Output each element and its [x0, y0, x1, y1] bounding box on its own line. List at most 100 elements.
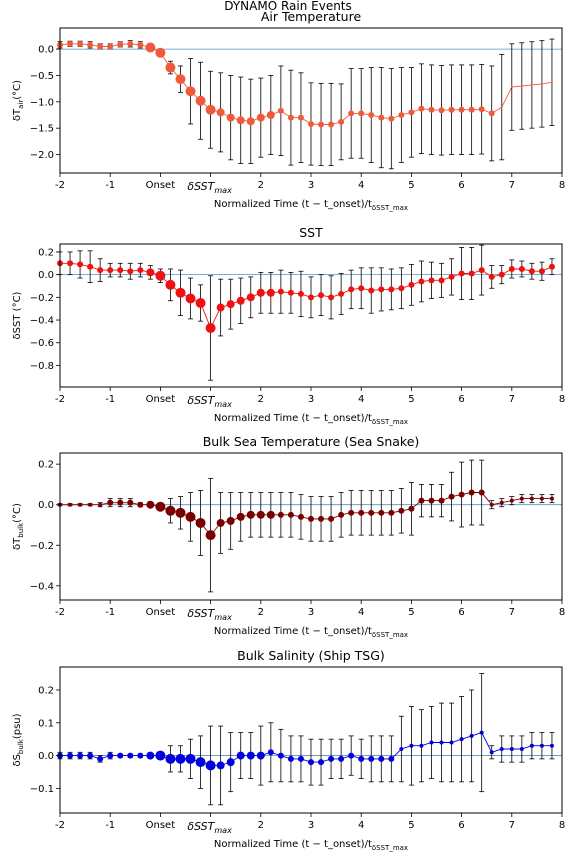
x-tick-label: 3: [308, 394, 314, 405]
data-point: [448, 106, 455, 113]
data-point: [77, 752, 84, 759]
y-tick-label: −0.8: [30, 361, 54, 372]
y-axis-label-group: δTbulk(°C): [12, 503, 25, 550]
data-point: [266, 111, 275, 119]
data-point: [458, 491, 465, 498]
x-tick-label: Onset: [146, 820, 176, 831]
data-point: [185, 511, 196, 522]
data-point: [428, 106, 435, 113]
data-point: [175, 74, 186, 85]
data-point: [408, 505, 415, 512]
data-point: [256, 113, 265, 122]
y-tick-label: 0.0: [38, 500, 54, 511]
data-point: [246, 510, 255, 519]
data-point: [216, 761, 225, 770]
x-axis-label: Normalized Time (t − t_onset)/tδSST_max: [214, 626, 408, 639]
data-point: [146, 751, 155, 760]
data-point: [328, 755, 335, 762]
data-point: [378, 509, 385, 516]
series-line: [60, 492, 552, 536]
data-point: [409, 743, 414, 748]
data-point: [549, 743, 554, 748]
data-point: [287, 755, 294, 762]
data-point: [256, 288, 265, 297]
data-point: [78, 502, 83, 507]
data-point: [175, 507, 186, 518]
data-point: [145, 42, 156, 53]
x-tick-label: 2: [258, 394, 264, 405]
data-point: [478, 489, 485, 496]
x-tick-label: 4: [358, 820, 364, 831]
x-axis-label: Normalized Time (t − t_onset)/tδSST_max: [214, 839, 408, 852]
data-point: [205, 530, 216, 541]
data-point: [548, 263, 555, 270]
y-tick-label: 0.2: [38, 247, 54, 258]
data-point: [348, 286, 355, 293]
data-point: [88, 502, 93, 507]
data-point: [338, 290, 345, 297]
x-tick-label: 7: [509, 607, 515, 618]
data-point: [308, 515, 314, 522]
data-point: [388, 286, 395, 293]
x-tick-label: 6: [458, 820, 464, 831]
data-point: [256, 751, 265, 760]
data-point: [529, 496, 534, 501]
data-point: [318, 292, 325, 299]
data-point: [428, 277, 435, 284]
data-point: [368, 112, 375, 118]
y-tick-label: −0.4: [30, 316, 54, 327]
data-point: [127, 268, 134, 275]
data-point: [489, 750, 494, 755]
x-tick-label: 5: [408, 180, 414, 191]
chart-title: Bulk Salinity (Ship TSG): [237, 648, 385, 663]
data-point: [520, 85, 523, 87]
chart-title: Air Temperature: [261, 9, 362, 24]
data-point: [418, 278, 425, 285]
data-point: [458, 270, 465, 277]
x-tick-label: 2: [258, 180, 264, 191]
x-tick-label: 7: [509, 394, 515, 405]
data-point: [468, 106, 475, 113]
data-point: [338, 755, 345, 762]
data-point: [267, 749, 274, 756]
x-tick-label: 4: [358, 180, 364, 191]
y-tick-label: 0.0: [38, 751, 54, 762]
data-point: [398, 507, 405, 514]
data-point: [87, 263, 94, 270]
data-point: [508, 265, 515, 272]
x-tick-label: 6: [458, 394, 464, 405]
data-point: [137, 267, 144, 274]
data-point: [368, 755, 375, 762]
data-point: [519, 747, 524, 752]
data-point: [348, 752, 355, 759]
x-tick-label: δSSTmax: [187, 607, 232, 622]
data-point: [226, 113, 235, 122]
data-point: [498, 271, 505, 278]
data-point: [318, 759, 325, 766]
x-tick-label: 6: [458, 180, 464, 191]
data-point: [117, 752, 124, 759]
data-point: [489, 502, 494, 507]
data-point: [165, 279, 176, 290]
y-tick-label: 0.2: [38, 460, 54, 471]
data-point: [468, 270, 475, 277]
y-axis-label: δSbulk(psu): [12, 713, 25, 766]
data-point: [97, 755, 104, 762]
data-point: [97, 43, 104, 50]
data-point: [216, 303, 225, 312]
data-point: [185, 753, 196, 764]
data-point: [438, 277, 445, 284]
y-tick-label: −1.0: [30, 97, 54, 108]
data-point: [137, 752, 144, 759]
data-point: [236, 296, 245, 305]
data-point: [195, 298, 206, 309]
data-point: [87, 752, 94, 759]
data-point: [540, 82, 543, 85]
figure-title: DYNAMO Rain Events: [224, 0, 352, 13]
data-point: [449, 740, 454, 745]
data-point: [388, 509, 395, 516]
y-axis-label-group: δTair(°C): [12, 80, 25, 121]
data-point: [226, 758, 235, 767]
y-axis-label: δTbulk(°C): [12, 503, 25, 550]
data-point: [117, 41, 124, 48]
